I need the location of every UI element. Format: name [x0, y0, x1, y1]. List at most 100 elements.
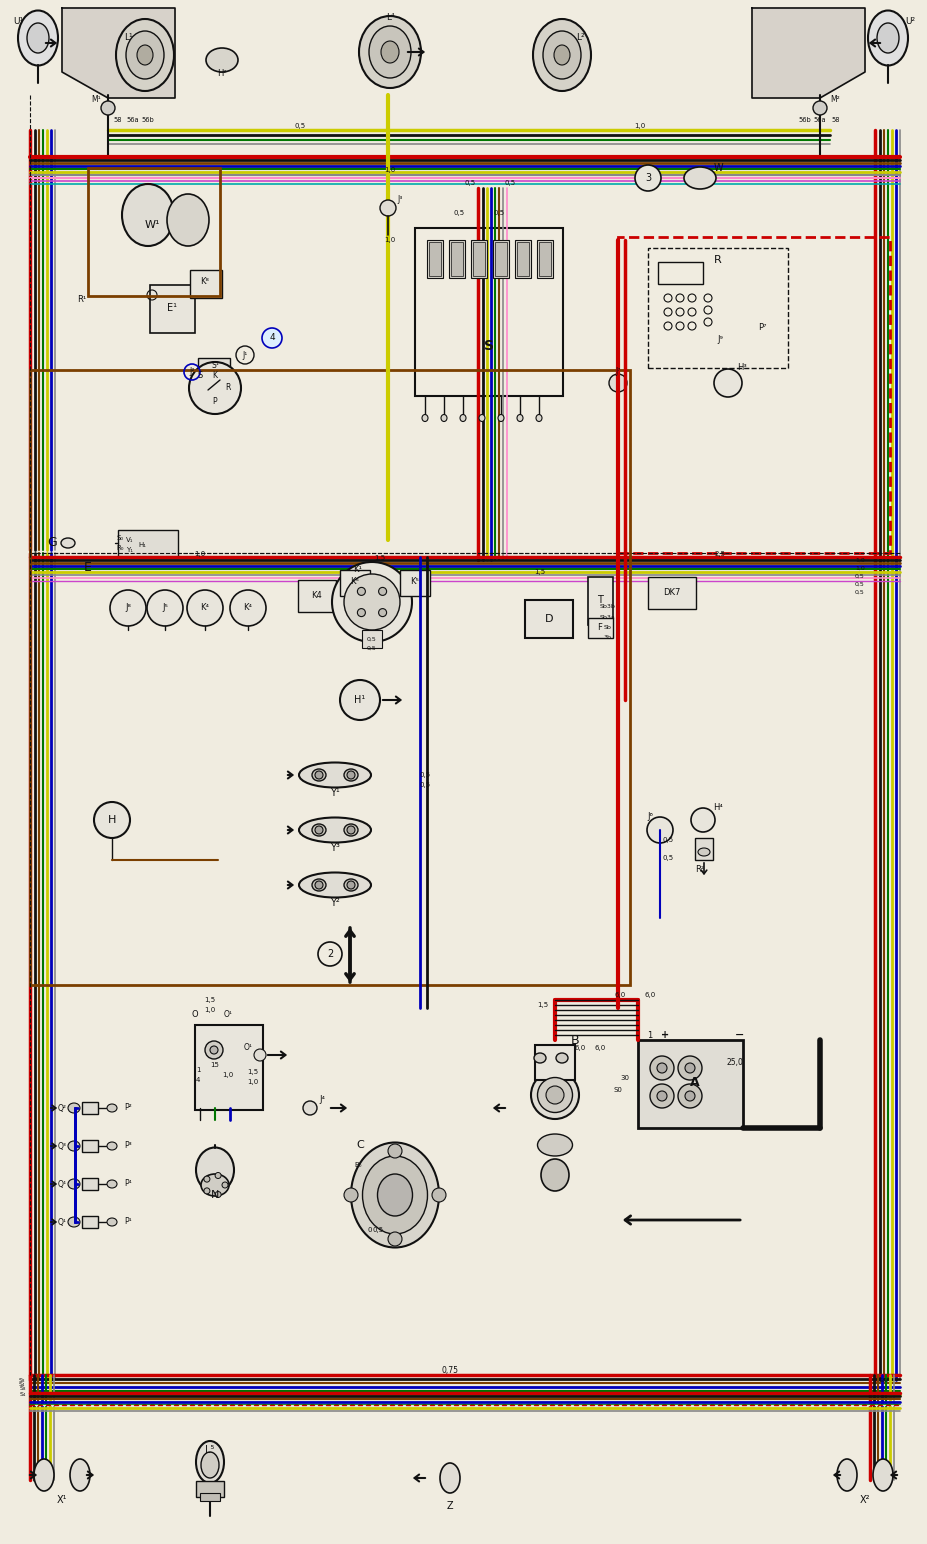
- Text: 3: 3: [644, 173, 651, 184]
- Text: 0,5: 0,5: [453, 210, 464, 216]
- Circle shape: [261, 327, 282, 347]
- Ellipse shape: [540, 1160, 568, 1190]
- Text: 0,5: 0,5: [419, 772, 430, 778]
- Text: R²: R²: [694, 866, 704, 874]
- Bar: [426, 239, 442, 278]
- Text: P²: P²: [124, 1104, 132, 1113]
- Text: U¹: U¹: [13, 17, 23, 26]
- Text: P: P: [212, 397, 217, 406]
- Circle shape: [347, 882, 355, 889]
- Text: S₀: S₀: [116, 536, 123, 540]
- Text: 3b: 3b: [603, 636, 611, 641]
- Text: 1,0: 1,0: [384, 167, 395, 173]
- Text: 1,0: 1,0: [194, 551, 206, 557]
- Text: 0,5: 0,5: [493, 210, 504, 216]
- Ellipse shape: [196, 1147, 234, 1192]
- Bar: [494, 242, 506, 276]
- Text: K⁴: K⁴: [200, 604, 210, 613]
- Text: S₄: S₄: [19, 1382, 25, 1387]
- Text: K¹: K¹: [353, 565, 362, 574]
- Ellipse shape: [68, 1180, 80, 1189]
- Text: M²: M²: [830, 96, 839, 105]
- Text: L⁴: L⁴: [386, 14, 394, 23]
- Circle shape: [222, 1183, 228, 1187]
- Bar: [196, 1481, 223, 1498]
- Ellipse shape: [311, 824, 325, 835]
- Ellipse shape: [196, 1441, 223, 1482]
- Text: D: D: [544, 615, 552, 624]
- Text: B₀: B₀: [354, 1163, 362, 1167]
- Bar: [588, 618, 613, 638]
- Text: 56a: 56a: [127, 117, 139, 124]
- Text: S: S: [484, 340, 493, 354]
- Ellipse shape: [555, 1053, 567, 1062]
- Text: 6,0: 6,0: [614, 991, 625, 997]
- Text: H: H: [108, 815, 116, 824]
- Bar: [82, 1139, 98, 1152]
- Ellipse shape: [867, 11, 907, 65]
- Ellipse shape: [369, 26, 411, 79]
- Ellipse shape: [201, 1173, 229, 1197]
- Text: 58: 58: [831, 117, 839, 124]
- Text: +: +: [660, 1030, 668, 1041]
- Ellipse shape: [460, 414, 465, 422]
- Text: −: −: [734, 1030, 743, 1041]
- Ellipse shape: [311, 769, 325, 781]
- Circle shape: [254, 1048, 266, 1061]
- Text: K⁸: K⁸: [200, 278, 210, 287]
- Circle shape: [146, 590, 183, 625]
- Text: 1,0: 1,0: [248, 1079, 259, 1085]
- Bar: [428, 242, 440, 276]
- Ellipse shape: [116, 19, 174, 91]
- Text: 0,5: 0,5: [854, 573, 864, 579]
- Text: 0,5: 0,5: [419, 781, 430, 787]
- Bar: [657, 262, 703, 284]
- Bar: [88, 168, 220, 296]
- Text: 0,5: 0,5: [372, 1227, 383, 1234]
- Text: 25,0: 25,0: [726, 1058, 743, 1067]
- Ellipse shape: [68, 1102, 80, 1113]
- Ellipse shape: [532, 19, 590, 91]
- Bar: [82, 1178, 98, 1190]
- Ellipse shape: [167, 195, 209, 245]
- Ellipse shape: [536, 414, 541, 422]
- Circle shape: [678, 1056, 701, 1079]
- Bar: [449, 239, 464, 278]
- Text: 6,0: 6,0: [574, 1045, 585, 1051]
- Text: P⁴: P⁴: [124, 1180, 132, 1189]
- Ellipse shape: [545, 1085, 564, 1104]
- Text: 1,0: 1,0: [854, 565, 864, 570]
- Bar: [537, 239, 552, 278]
- Bar: [451, 242, 463, 276]
- Text: Sb3a: Sb3a: [600, 616, 616, 621]
- Ellipse shape: [205, 1041, 222, 1059]
- Text: S₄: S₄: [878, 1377, 884, 1382]
- Text: 1,5: 1,5: [534, 570, 545, 574]
- Bar: [195, 1025, 262, 1110]
- Text: 6,0: 6,0: [643, 991, 654, 997]
- Ellipse shape: [137, 45, 153, 65]
- Ellipse shape: [516, 414, 523, 422]
- Ellipse shape: [298, 763, 371, 787]
- Circle shape: [387, 1144, 401, 1158]
- Text: Sb3b: Sb3b: [600, 605, 616, 610]
- Circle shape: [204, 1177, 210, 1183]
- Text: Sb: Sb: [603, 625, 611, 630]
- Text: 15: 15: [210, 1062, 219, 1068]
- Ellipse shape: [107, 1180, 117, 1187]
- Ellipse shape: [34, 1459, 54, 1492]
- Text: S¹: S¹: [211, 361, 219, 371]
- Text: R¹: R¹: [77, 295, 86, 304]
- Circle shape: [387, 1232, 401, 1246]
- Text: K⁴: K⁴: [243, 604, 252, 613]
- Ellipse shape: [422, 414, 427, 422]
- Circle shape: [379, 201, 396, 216]
- Text: Y³: Y³: [330, 843, 339, 852]
- Circle shape: [684, 1062, 694, 1073]
- Ellipse shape: [206, 48, 237, 73]
- Text: O¹: O¹: [223, 1010, 232, 1019]
- Bar: [298, 581, 336, 611]
- Text: L¹: L¹: [123, 34, 133, 43]
- Text: 2: 2: [326, 950, 333, 959]
- Text: G: G: [47, 536, 57, 550]
